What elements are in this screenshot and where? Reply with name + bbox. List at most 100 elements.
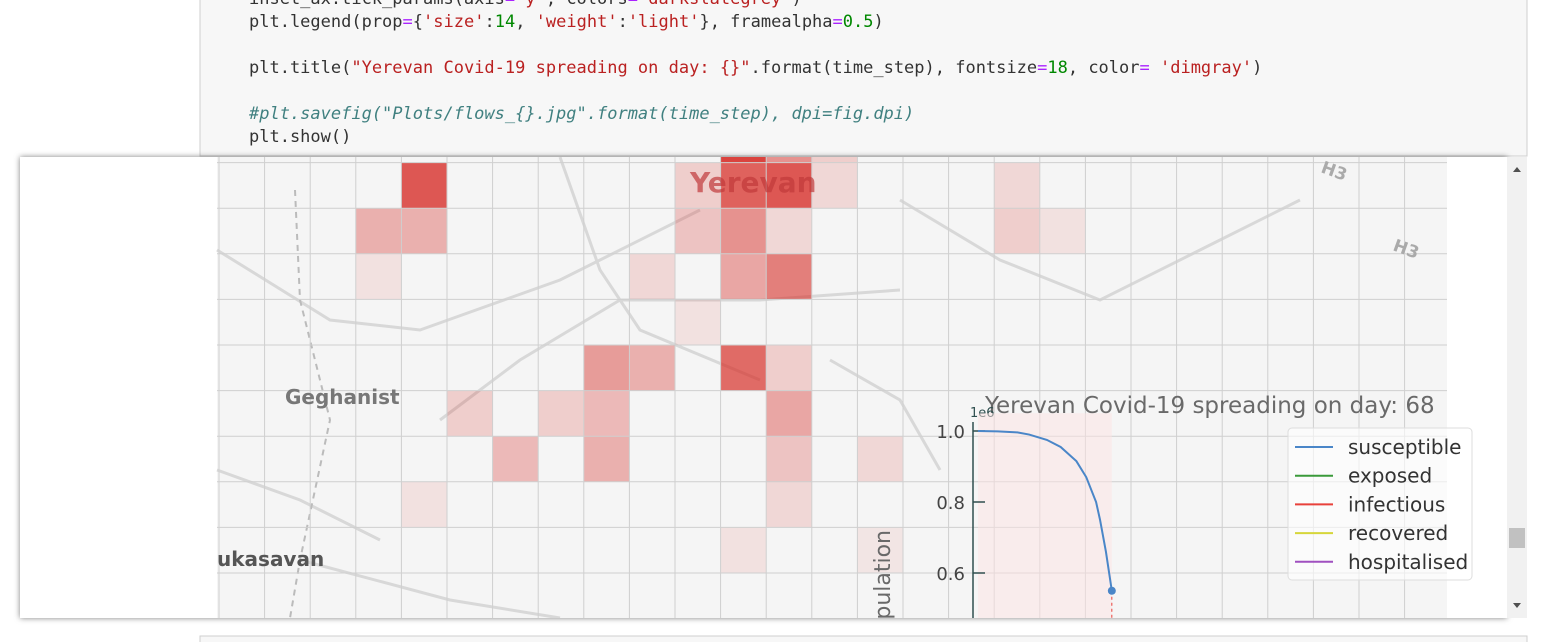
code-token: 'size': [423, 12, 484, 32]
heat-cell: [720, 345, 767, 391]
code-area: inset_ax.tick_params(axis='y', colors='d…: [248, 0, 1262, 147]
heat-cell: [857, 527, 903, 573]
road: [899, 198, 1301, 302]
heat-cell: [355, 253, 402, 300]
output-content: Yerevan Geghanist ukasavan H3 H3 Yerevan…: [216, 157, 1507, 642]
inset-chart: Yerevan Covid-19 spreading on day: 68 1e…: [871, 393, 1473, 642]
code-cell[interactable]: [199, 0, 1528, 157]
heat-cell: [811, 162, 858, 209]
legend-label: hospitalised: [1348, 550, 1468, 574]
legend: [1287, 427, 1473, 581]
heat-cell: [766, 481, 812, 528]
scrollbar[interactable]: [1507, 157, 1527, 618]
code-token: plt.show(): [249, 127, 351, 147]
code-token: :: [484, 12, 494, 32]
map-label: Geghanist: [285, 385, 400, 409]
heat-cell: [994, 162, 1040, 209]
day-shade: [978, 413, 1112, 618]
code-token: }, framealpha: [699, 12, 832, 32]
y-tick-label: 0.6: [936, 564, 965, 585]
heat-cell: [401, 481, 447, 528]
y-tick-label: 1.0: [936, 422, 965, 443]
scrollbar-thumb[interactable]: [1509, 528, 1525, 548]
code-token: plt.legend(prop: [249, 12, 403, 32]
heat-cell: [675, 299, 721, 345]
heat-cell: [994, 208, 1040, 254]
heat-cell: [492, 436, 539, 482]
heat-cell: [766, 157, 812, 163]
heat-cell: [766, 390, 812, 437]
code-token: =: [1037, 58, 1047, 78]
heat-cell: [583, 390, 630, 437]
heat-cell: [766, 208, 812, 254]
code-token: #plt.savefig("Plots/flows_{}.jpg".format…: [248, 104, 914, 124]
heat-cell: [355, 208, 402, 254]
code-token: 14: [495, 12, 515, 32]
heat-cell: [447, 390, 493, 437]
code-token: 'light': [628, 12, 700, 32]
code-token: 0.5: [843, 12, 874, 32]
current-point: [1107, 586, 1116, 595]
map-label: Yerevan: [689, 166, 817, 199]
code-token: =: [1140, 58, 1150, 78]
code-token: 18: [1047, 58, 1067, 78]
road: [216, 208, 701, 332]
heat-cell: [720, 162, 767, 209]
boundary: [289, 189, 332, 618]
code-token: ,: [515, 12, 535, 32]
road: [216, 468, 381, 542]
heat-cell: [720, 208, 767, 254]
y-tick-label: 0.8: [936, 493, 965, 514]
code-token: plt.title(: [249, 58, 351, 78]
code-token: 'dimgray': [1150, 58, 1252, 78]
legend-label: recovered: [1348, 521, 1448, 545]
heat-cell: [766, 345, 812, 391]
heat-cell: [766, 162, 812, 209]
heat-cell: [720, 527, 767, 573]
code-token: inset_ax.tick_params(axis: [249, 0, 505, 9]
code-token: :: [618, 12, 628, 32]
map-background: [217, 157, 1447, 618]
code-token: 'weight': [536, 12, 618, 32]
heat-cell: [857, 436, 903, 482]
code-token: , color: [1068, 58, 1140, 78]
heat-cell: [811, 157, 858, 163]
code-token: 'darkslategrey': [638, 0, 792, 9]
code-line: #plt.savefig("Plots/flows_{}.jpg".format…: [248, 104, 914, 124]
code-token: , colors: [546, 0, 628, 9]
code-token: ): [874, 12, 884, 32]
legend-label: susceptible: [1348, 435, 1461, 459]
code-token: =: [833, 12, 843, 32]
code-token: "Yerevan Covid-19 spreading on day: {}": [351, 58, 750, 78]
code-line: inset_ax.tick_params(axis='y', colors='d…: [249, 0, 802, 9]
code-line: plt.title("Yerevan Covid-19 spreading on…: [249, 58, 1262, 78]
heatmap: [355, 157, 1086, 573]
series-line: [977, 430, 1113, 591]
code-line: plt.show(): [249, 127, 351, 147]
code-token: ): [1252, 58, 1262, 78]
code-token: =: [505, 0, 515, 9]
map-label: ukasavan: [217, 547, 324, 571]
heat-cell: [675, 162, 721, 209]
heat-cell: [720, 157, 767, 163]
heat-cell: [675, 208, 721, 254]
heat-cell: [583, 436, 630, 482]
code-token: .format(time_step), fontsize: [751, 58, 1038, 78]
legend-label: infectious: [1348, 492, 1445, 516]
y-axis-label: Population: [871, 530, 896, 642]
road: [829, 358, 942, 471]
heat-cell: [629, 253, 675, 300]
heat-cell: [766, 253, 812, 300]
code-token: 'y': [515, 0, 546, 9]
heat-cell: [401, 208, 447, 254]
legend-label: exposed: [1348, 464, 1432, 488]
heat-cell: [538, 390, 584, 437]
code-line: plt.legend(prop={'size':14, 'weight':'li…: [249, 12, 884, 32]
heat-cell: [766, 436, 812, 482]
code-token: =: [628, 0, 638, 9]
heat-cell: [583, 345, 630, 391]
heat-cell: [401, 162, 447, 209]
code-token: {: [413, 12, 423, 32]
next-cell[interactable]: [199, 635, 1528, 642]
